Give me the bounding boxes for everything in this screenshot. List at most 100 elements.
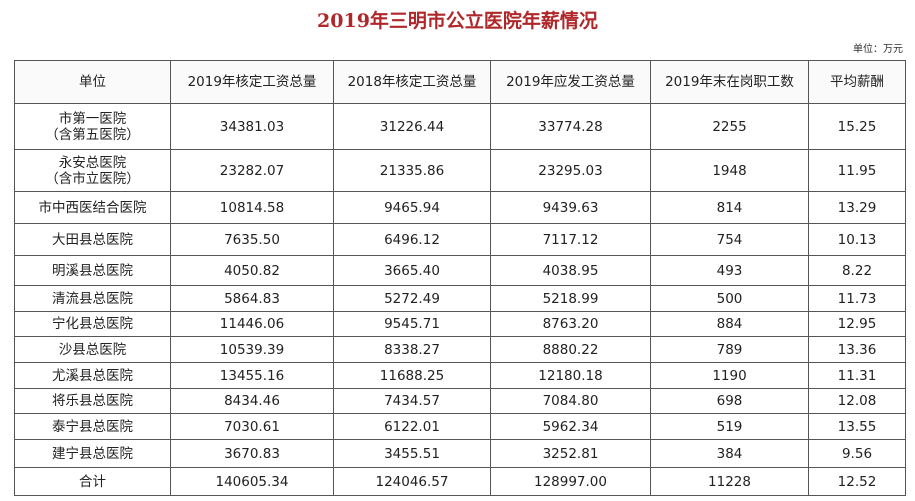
title: 2019年三明市公立医院年薪情况: [317, 10, 598, 32]
unit-name-cell: 市第一医院 （含第五医院）: [14, 103, 171, 150]
value-cell: 31226.44: [333, 103, 491, 150]
value-cell: 21335.86: [333, 149, 491, 192]
value-cell: 13.36: [808, 336, 906, 363]
value-cell: 9.56: [808, 439, 906, 468]
value-cell: 34381.03: [170, 103, 334, 150]
value-cell: 13.29: [808, 191, 906, 224]
value-cell: 7635.50: [170, 223, 334, 256]
table-row: 尤溪县总医院 13455.16 11688.25 12180.18 1190 11.31: [14, 362, 906, 389]
value-cell: 10.13: [808, 223, 906, 256]
value-cell: 10539.39: [170, 336, 334, 363]
value-cell: 3670.83: [170, 439, 334, 468]
value-cell: 754: [650, 223, 809, 256]
value-cell: 698: [650, 388, 809, 414]
column-header: 2019年核定工资总量: [170, 60, 334, 104]
table-row: 永安总医院 （含市立医院） 23282.07 21335.86 23295.03 194…: [14, 149, 906, 192]
column-header: 2018年核定工资总量: [333, 60, 491, 104]
value-cell: 11.73: [808, 285, 906, 312]
table-row: 建宁县总医院 3670.83 3455.51 3252.81 384 9.56: [14, 439, 906, 468]
value-cell: 23282.07: [170, 149, 334, 192]
table-row: 沙县总医院 10539.39 8338.27 8880.22 789 13.36: [14, 336, 906, 363]
value-cell: 789: [650, 336, 809, 363]
unit-name-cell: 将乐县总医院: [14, 388, 171, 414]
unit-name-cell: 建宁县总医院: [14, 439, 171, 468]
value-cell: 11446.06: [170, 311, 334, 337]
value-cell: 1190: [650, 362, 809, 389]
column-header: 2019年末在岗职工数: [650, 60, 809, 104]
column-header: 单位: [14, 60, 171, 104]
column-header: 2019年应发工资总量: [490, 60, 651, 104]
value-cell: 3252.81: [490, 439, 651, 468]
value-cell: 814: [650, 191, 809, 224]
value-cell: 15.25: [808, 103, 906, 150]
value-cell: 33774.28: [490, 103, 651, 150]
value-cell: 6496.12: [333, 223, 491, 256]
unit-name-cell: 明溪县总医院: [14, 255, 171, 286]
value-cell: 6122.01: [333, 413, 491, 440]
unit-name-cell: 泰宁县总医院: [14, 413, 171, 440]
unit-name-cell: 清流县总医院: [14, 285, 171, 312]
value-cell: 9439.63: [490, 191, 651, 224]
value-cell: 4038.95: [490, 255, 651, 286]
value-cell: 8.22: [808, 255, 906, 286]
value-cell: 11.95: [808, 149, 906, 192]
value-cell: 3665.40: [333, 255, 491, 286]
value-cell: 4050.82: [170, 255, 334, 286]
value-cell: 8338.27: [333, 336, 491, 363]
value-cell: 7084.80: [490, 388, 651, 414]
value-cell: 7030.61: [170, 413, 334, 440]
value-cell: 23295.03: [490, 149, 651, 192]
value-cell: 5864.83: [170, 285, 334, 312]
value-cell: 12.08: [808, 388, 906, 414]
table-row: 市第一医院 （含第五医院） 34381.03 31226.44 33774.28 225…: [14, 103, 906, 150]
value-cell: 12180.18: [490, 362, 651, 389]
table-row: 将乐县总医院 8434.46 7434.57 7084.80 698 12.08: [14, 388, 906, 414]
value-cell: 5218.99: [490, 285, 651, 312]
value-cell: 13.55: [808, 413, 906, 440]
value-cell: 13455.16: [170, 362, 334, 389]
salary-table: 单位 2019年核定工资总量 2018年核定工资总量 2019年应发工资总量 2019年…: [14, 60, 906, 496]
unit-name-cell: 宁化县总医院: [14, 311, 171, 337]
unit-name-cell: 沙县总医院: [14, 336, 171, 363]
value-cell: 493: [650, 255, 809, 286]
value-cell: 884: [650, 311, 809, 337]
value-cell: 8880.22: [490, 336, 651, 363]
value-cell: 124046.57: [333, 467, 491, 496]
value-cell: 11228: [650, 467, 809, 496]
value-cell: 7434.57: [333, 388, 491, 414]
unit-name-cell: 大田县总医院: [14, 223, 171, 256]
header-row: 单位 2019年核定工资总量 2018年核定工资总量 2019年应发工资总量 2019年…: [14, 60, 906, 104]
value-cell: 12.95: [808, 311, 906, 337]
value-cell: 384: [650, 439, 809, 468]
value-cell: 5962.34: [490, 413, 651, 440]
value-cell: 10814.58: [170, 191, 334, 224]
value-cell: 519: [650, 413, 809, 440]
value-cell: 1948: [650, 149, 809, 192]
unit-note: 单位：万元: [853, 44, 903, 55]
table-row: 合计 140605.34 124046.57 128997.00 11228 12.52: [14, 467, 906, 496]
value-cell: 140605.34: [170, 467, 334, 496]
value-cell: 500: [650, 285, 809, 312]
value-cell: 11688.25: [333, 362, 491, 389]
column-header: 平均薪酬: [808, 60, 906, 104]
unit-name-cell: 市中西医结合医院: [14, 191, 171, 224]
value-cell: 5272.49: [333, 285, 491, 312]
table-row: 宁化县总医院 11446.06 9545.71 8763.20 884 12.95: [14, 311, 906, 337]
value-cell: 12.52: [808, 467, 906, 496]
value-cell: 8763.20: [490, 311, 651, 337]
value-cell: 7117.12: [490, 223, 651, 256]
table-row: 市中西医结合医院 10814.58 9465.94 9439.63 814 13.29: [14, 191, 906, 224]
value-cell: 3455.51: [333, 439, 491, 468]
unit-name-cell: 尤溪县总医院: [14, 362, 171, 389]
value-cell: 128997.00: [490, 467, 651, 496]
table-row: 大田县总医院 7635.50 6496.12 7117.12 754 10.13: [14, 223, 906, 256]
value-cell: 11.31: [808, 362, 906, 389]
value-cell: 9545.71: [333, 311, 491, 337]
unit-name-cell: 合计: [14, 467, 171, 496]
value-cell: 8434.46: [170, 388, 334, 414]
unit-name-cell: 永安总医院 （含市立医院）: [14, 149, 171, 192]
table-row: 清流县总医院 5864.83 5272.49 5218.99 500 11.73: [14, 285, 906, 312]
value-cell: 9465.94: [333, 191, 491, 224]
table-row: 明溪县总医院 4050.82 3665.40 4038.95 493 8.22: [14, 255, 906, 286]
